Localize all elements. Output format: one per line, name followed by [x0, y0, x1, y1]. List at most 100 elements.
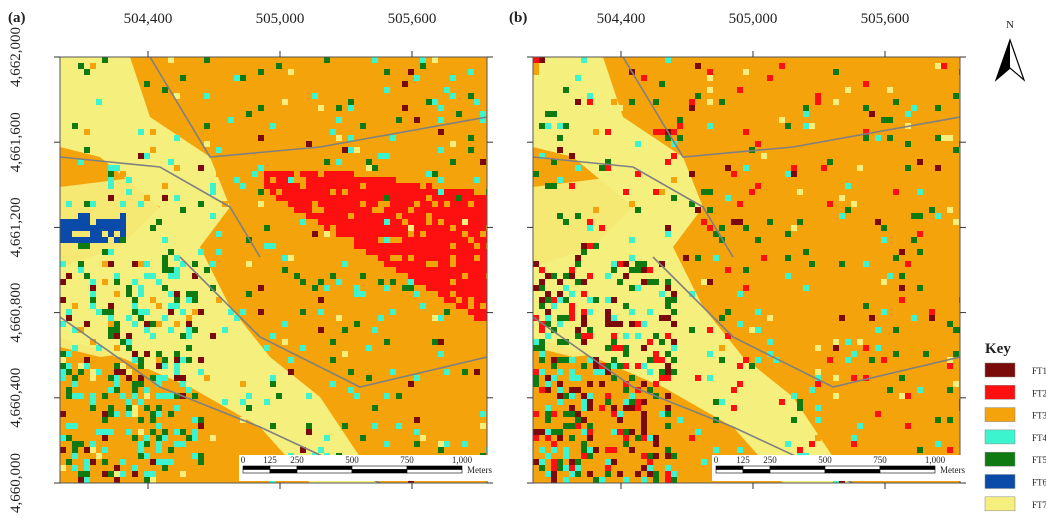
land-cell: [611, 99, 617, 105]
land-cell: [366, 375, 372, 381]
land-cell: [863, 135, 869, 141]
land-cell: [444, 267, 450, 273]
land-cell: [587, 273, 593, 279]
land-cell: [342, 195, 348, 201]
land-cell: [545, 435, 551, 441]
land-cell: [378, 315, 384, 321]
legend: KeyFT1FT2FT3FT4FT5FT6FT7: [985, 341, 1046, 511]
land-cell: [306, 195, 312, 201]
land-cell: [384, 195, 390, 201]
land-cell: [947, 207, 953, 213]
land-cell: [755, 327, 761, 333]
land-cell: [90, 237, 96, 243]
land-cell: [665, 159, 671, 165]
land-cell: [468, 93, 474, 99]
land-cell: [390, 309, 396, 315]
land-cell: [408, 225, 414, 231]
land-cell: [809, 387, 815, 393]
land-cell: [132, 297, 138, 303]
land-cell: [737, 291, 743, 297]
land-cell: [114, 465, 120, 471]
land-cell: [318, 195, 324, 201]
scale-bar-segment: [407, 466, 462, 470]
land-cell: [659, 315, 665, 321]
land-cell: [791, 171, 797, 177]
land-cell: [545, 429, 551, 435]
land-cell: [162, 363, 168, 369]
land-cell: [545, 333, 551, 339]
land-cell: [174, 165, 180, 171]
land-cell: [462, 195, 468, 201]
land-cell: [581, 447, 587, 453]
land-cell: [426, 267, 432, 273]
x-tick-label: 505,600: [861, 11, 910, 27]
land-cell: [911, 315, 917, 321]
land-cell: [539, 285, 545, 291]
land-cell: [623, 405, 629, 411]
land-cell: [581, 57, 587, 63]
land-cell: [312, 213, 318, 219]
land-cell: [414, 255, 420, 261]
land-cell: [623, 477, 629, 483]
land-cell: [863, 261, 869, 267]
land-cell: [144, 195, 150, 201]
land-cell: [186, 273, 192, 279]
land-cell: [474, 225, 480, 231]
land-cell: [731, 387, 737, 393]
land-cell: [545, 387, 551, 393]
land-cell: [240, 183, 246, 189]
land-cell: [318, 279, 324, 285]
land-cell: [551, 357, 557, 363]
land-cell: [342, 423, 348, 429]
land-cell: [545, 111, 551, 117]
land-cell: [575, 411, 581, 417]
land-cell: [66, 315, 72, 321]
land-cell: [480, 273, 486, 279]
land-cell: [108, 309, 114, 315]
land-cell: [623, 441, 629, 447]
land-cell: [108, 219, 114, 225]
land-cell: [456, 189, 462, 195]
land-cell: [186, 417, 192, 423]
land-cell: [719, 345, 725, 351]
land-cell: [563, 285, 569, 291]
land-cell: [120, 459, 126, 465]
land-cell: [444, 369, 450, 375]
land-cell: [593, 297, 599, 303]
land-cell: [78, 219, 84, 225]
land-cell: [402, 261, 408, 267]
land-cell: [743, 357, 749, 363]
land-cell: [563, 423, 569, 429]
land-cell: [378, 279, 384, 285]
land-cell: [444, 297, 450, 303]
land-cell: [156, 351, 162, 357]
land-cell: [605, 399, 611, 405]
land-cell: [384, 339, 390, 345]
land-cell: [480, 237, 486, 243]
land-cell: [719, 363, 725, 369]
land-cell: [372, 249, 378, 255]
land-cell: [306, 429, 312, 435]
scale-bar-segment: [825, 466, 880, 470]
land-cell: [114, 273, 120, 279]
land-cell: [66, 309, 72, 315]
land-cell: [246, 393, 252, 399]
land-cell: [84, 213, 90, 219]
land-cell: [557, 321, 563, 327]
land-cell: [450, 267, 456, 273]
land-cell: [360, 195, 366, 201]
land-cell: [78, 243, 84, 249]
land-cell: [815, 381, 821, 387]
land-cell: [569, 291, 575, 297]
land-cell: [575, 327, 581, 333]
land-cell: [72, 339, 78, 345]
land-cell: [851, 351, 857, 357]
land-cell: [462, 237, 468, 243]
land-cell: [90, 231, 96, 237]
land-cell: [354, 285, 360, 291]
land-cell: [779, 399, 785, 405]
north-arrow: N: [996, 19, 1024, 80]
land-cell: [324, 201, 330, 207]
land-cell: [809, 123, 815, 129]
land-cell: [198, 357, 204, 363]
